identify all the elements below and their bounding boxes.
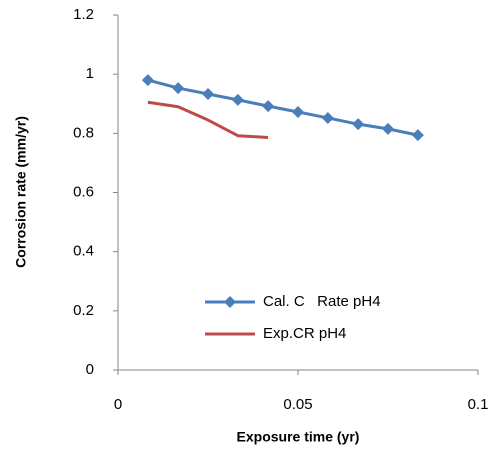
data-point — [231, 93, 244, 106]
y-tick-label: 0.6 — [73, 183, 94, 200]
y-axis-title: Corrosion rate (mm/yr) — [13, 116, 29, 268]
x-axis-title: Exposure time (yr) — [237, 429, 360, 445]
y-tick-label: 0.8 — [73, 124, 94, 141]
x-tick-label: 0 — [114, 396, 122, 413]
y-tick-label: 1.2 — [73, 6, 94, 23]
y-tick-label: 0 — [86, 361, 94, 378]
x-tick-label: 0.05 — [283, 396, 312, 413]
data-point — [382, 122, 394, 135]
legend-label: Exp.CR pH4 — [263, 325, 346, 342]
data-point — [141, 74, 154, 87]
data-point — [321, 111, 334, 124]
data-point — [411, 129, 424, 142]
legend-label: Cal. C Rate pH4 — [263, 293, 381, 310]
legend-marker — [224, 296, 236, 308]
data-point — [292, 106, 304, 119]
series-line — [147, 100, 269, 139]
data-point — [172, 82, 185, 95]
series-line — [147, 78, 419, 137]
data-point — [262, 100, 275, 113]
data-point — [202, 87, 214, 100]
y-tick-label: 0.2 — [73, 302, 94, 319]
data-point — [352, 118, 365, 131]
x-tick-label: 0.1 — [468, 396, 489, 413]
y-tick-label: 1 — [86, 65, 94, 82]
y-tick-label: 0.4 — [73, 243, 94, 260]
